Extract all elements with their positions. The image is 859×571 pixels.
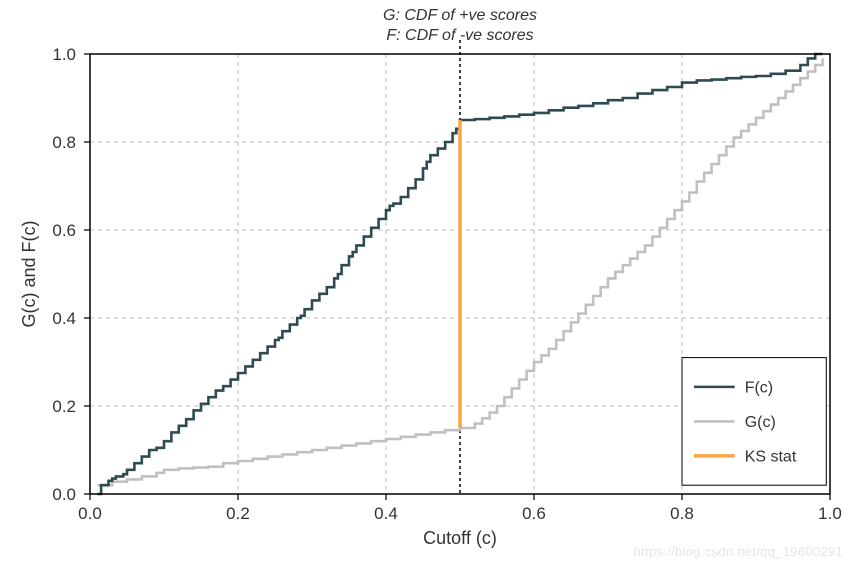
- y-tick-label: 0.2: [52, 397, 76, 416]
- y-axis-label: G(c) and F(c): [19, 220, 39, 327]
- chart-svg: 0.0 0.2 0.4 0.6 0.8 1.0 0.0 0.2 0.4 0.6 0.8 1.0 Cuto…: [0, 0, 859, 571]
- y-tick-label: 0.0: [52, 485, 76, 504]
- x-axis-label: Cutoff (c): [423, 528, 497, 548]
- cdf-chart: 0.0 0.2 0.4 0.6 0.8 1.0 0.0 0.2 0.4 0.6 0.8 1.0 Cuto…: [0, 0, 859, 571]
- x-tick-label: 0.6: [522, 504, 546, 523]
- y-tick-label: 0.8: [52, 133, 76, 152]
- legend-label: G(c): [745, 414, 776, 431]
- x-tick-label: 0.4: [374, 504, 398, 523]
- x-tick-label: 1.0: [818, 504, 842, 523]
- y-tick-label: 0.4: [52, 309, 76, 328]
- x-tick-label: 0.2: [226, 504, 250, 523]
- y-tick-label: 0.6: [52, 221, 76, 240]
- y-tick-label: 1.0: [52, 45, 76, 64]
- x-tick-label: 0.8: [670, 504, 694, 523]
- chart-title-line: G: CDF of +ve scores: [383, 7, 537, 24]
- legend-label: F(c): [745, 379, 773, 396]
- legend-label: KS stat: [745, 449, 797, 466]
- chart-title-line: F: CDF of -ve scores: [386, 27, 533, 44]
- x-tick-label: 0.0: [78, 504, 102, 523]
